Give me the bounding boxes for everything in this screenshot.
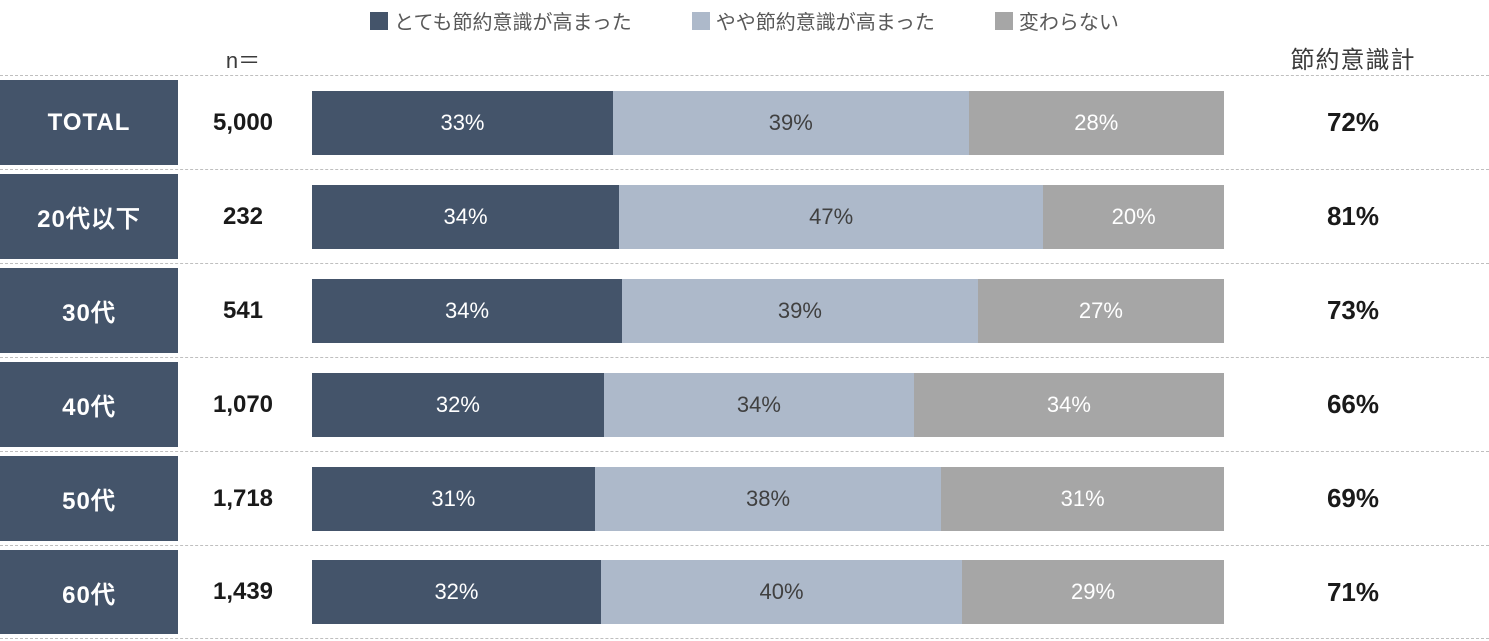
bar-segment-unchanged: 34% <box>914 373 1224 437</box>
row-total: 69% <box>1228 452 1478 545</box>
legend-item: やや節約意識が高まった <box>692 6 935 35</box>
stacked-bar: 32%34%34% <box>312 373 1224 437</box>
row-bar: 32%34%34% <box>308 358 1228 451</box>
legend-item: 変わらない <box>995 6 1119 35</box>
row-bar: 31%38%31% <box>308 452 1228 545</box>
stacked-bar: 34%39%27% <box>312 279 1224 343</box>
legend-swatch <box>370 12 388 30</box>
bar-segment-very: 31% <box>312 467 595 531</box>
row-label: 20代以下 <box>0 174 178 259</box>
legend-label: とても節約意識が高まった <box>394 6 632 35</box>
bar-segment-somewhat: 40% <box>601 560 962 624</box>
row-n: 1,439 <box>178 546 308 638</box>
row-n: 5,000 <box>178 76 308 169</box>
row-label: 40代 <box>0 362 178 447</box>
bar-segment-unchanged: 29% <box>962 560 1224 624</box>
table-row: 40代1,07032%34%34%66% <box>0 357 1489 451</box>
row-total: 81% <box>1228 170 1478 263</box>
row-total: 73% <box>1228 264 1478 357</box>
bar-segment-somewhat: 39% <box>613 91 969 155</box>
table-row: 20代以下23234%47%20%81% <box>0 169 1489 263</box>
row-total: 71% <box>1228 546 1478 638</box>
bar-segment-somewhat: 38% <box>595 467 942 531</box>
legend-label: やや節約意識が高まった <box>716 6 935 35</box>
row-total: 66% <box>1228 358 1478 451</box>
row-n: 232 <box>178 170 308 263</box>
row-label: 60代 <box>0 550 178 634</box>
stacked-bar: 33%39%28% <box>312 91 1224 155</box>
table-row: TOTAL5,00033%39%28%72% <box>0 75 1489 169</box>
bar-segment-very: 32% <box>312 560 601 624</box>
bar-segment-unchanged: 31% <box>941 467 1224 531</box>
table-row: 30代54134%39%27%73% <box>0 263 1489 357</box>
bar-segment-very: 33% <box>312 91 613 155</box>
row-label: 50代 <box>0 456 178 541</box>
row-total: 72% <box>1228 76 1478 169</box>
n-header: n＝ <box>178 43 308 75</box>
legend: とても節約意識が高まった やや節約意識が高まった 変わらない <box>0 0 1489 37</box>
bar-segment-somewhat: 39% <box>622 279 978 343</box>
row-bar: 32%40%29% <box>308 546 1228 638</box>
bar-segment-unchanged: 20% <box>1043 185 1224 249</box>
bar-segment-somewhat: 34% <box>604 373 914 437</box>
stacked-bar: 34%47%20% <box>312 185 1224 249</box>
stacked-bar-chart: とても節約意識が高まった やや節約意識が高まった 変わらない n＝ 節約意識計 TO… <box>0 0 1489 639</box>
legend-item: とても節約意識が高まった <box>370 6 632 35</box>
bar-segment-unchanged: 28% <box>969 91 1224 155</box>
row-bar: 34%47%20% <box>308 170 1228 263</box>
bar-segment-very: 32% <box>312 373 604 437</box>
row-label: 30代 <box>0 268 178 353</box>
row-n: 541 <box>178 264 308 357</box>
row-bar: 34%39%27% <box>308 264 1228 357</box>
stacked-bar: 32%40%29% <box>312 560 1224 624</box>
row-label: TOTAL <box>0 80 178 165</box>
bar-segment-very: 34% <box>312 279 622 343</box>
legend-label: 変わらない <box>1019 6 1119 35</box>
stacked-bar: 31%38%31% <box>312 467 1224 531</box>
row-bar: 33%39%28% <box>308 76 1228 169</box>
rows-container: TOTAL5,00033%39%28%72%20代以下23234%47%20%8… <box>0 75 1489 639</box>
legend-swatch <box>995 12 1013 30</box>
total-header: 節約意識計 <box>1228 40 1478 75</box>
bar-segment-unchanged: 27% <box>978 279 1224 343</box>
row-n: 1,718 <box>178 452 308 545</box>
table-row: 50代1,71831%38%31%69% <box>0 451 1489 545</box>
header-row: n＝ 節約意識計 <box>0 37 1489 75</box>
row-n: 1,070 <box>178 358 308 451</box>
legend-swatch <box>692 12 710 30</box>
bar-segment-somewhat: 47% <box>619 185 1043 249</box>
table-row: 60代1,43932%40%29%71% <box>0 545 1489 639</box>
bar-segment-very: 34% <box>312 185 619 249</box>
